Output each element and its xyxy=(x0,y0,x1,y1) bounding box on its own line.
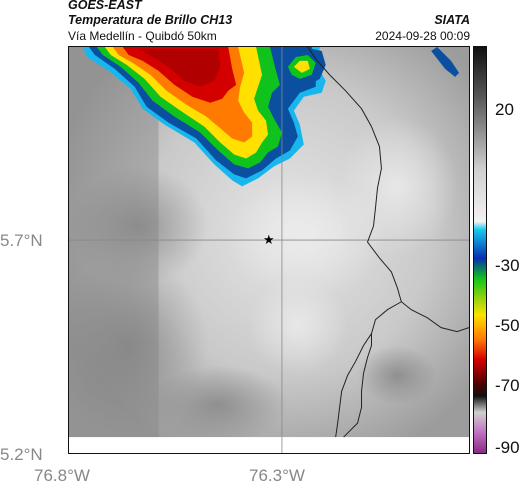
colorbar-label-m90: -90 xyxy=(495,438,520,457)
timestamp: 2024-09-28 00:09 xyxy=(375,29,470,43)
admin-border xyxy=(307,47,469,438)
colorbar xyxy=(473,46,487,454)
lon-label-76-8: 76.8°W xyxy=(34,466,90,485)
lon-label-76-3: 76.3°W xyxy=(249,466,305,485)
brand-label: SIATA xyxy=(434,13,470,27)
region-subtitle: Vía Medellín - Quibdó 50km xyxy=(68,29,217,43)
star-icon: ★ xyxy=(263,233,275,248)
colorbar-label-20: 20 xyxy=(495,100,514,119)
product-title: Temperatura de Brillo CH13 xyxy=(68,13,233,27)
colorbar-label-m50: -50 xyxy=(495,316,520,335)
lat-label-5-2: 5.2°N xyxy=(0,445,43,464)
colorbar-label-m30: -30 xyxy=(495,256,520,275)
colorbar-label-m70: -70 xyxy=(495,376,520,395)
convective-cloud xyxy=(82,47,460,187)
satellite-map: ★ xyxy=(68,46,470,454)
lat-label-5-7: 5.7°N xyxy=(0,231,43,250)
satellite-name: GOES-EAST xyxy=(68,0,142,12)
